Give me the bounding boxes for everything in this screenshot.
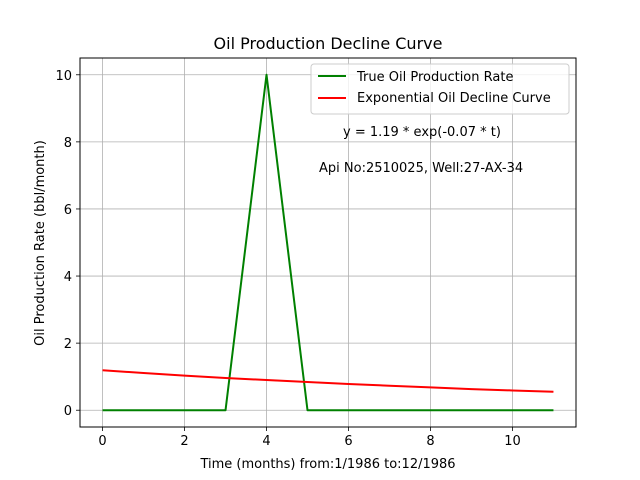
x-tick-label: 2 xyxy=(180,434,188,449)
y-tick-label: 10 xyxy=(55,69,72,84)
y-tick-label: 0 xyxy=(64,404,72,419)
chart-title: Oil Production Decline Curve xyxy=(214,34,443,53)
well-info-annotation: Api No:2510025, Well:27-AX-34 xyxy=(319,161,523,176)
x-tick-label: 0 xyxy=(98,434,106,449)
equation-annotation: y = 1.19 * exp(-0.07 * t) xyxy=(343,125,501,140)
y-axis-title: Oil Production Rate (bbl/month) xyxy=(33,140,48,346)
x-tick-label: 8 xyxy=(426,434,434,449)
x-tick-label: 10 xyxy=(504,434,521,449)
y-tick-label: 4 xyxy=(64,270,72,285)
y-tick-label: 8 xyxy=(64,136,72,151)
x-axis-title: Time (months) from:1/1986 to:12/1986 xyxy=(199,457,455,472)
x-tick-label: 6 xyxy=(344,434,352,449)
y-tick-label: 2 xyxy=(64,337,72,352)
y-tick-label: 6 xyxy=(64,203,72,218)
x-tick-label: 4 xyxy=(262,434,270,449)
legend: True Oil Production Rate Exponential Oil… xyxy=(311,64,569,114)
legend-label-exponential-oil-decline-curve: Exponential Oil Decline Curve xyxy=(357,91,551,106)
legend-label-true-oil-production-rate: True Oil Production Rate xyxy=(356,70,513,85)
